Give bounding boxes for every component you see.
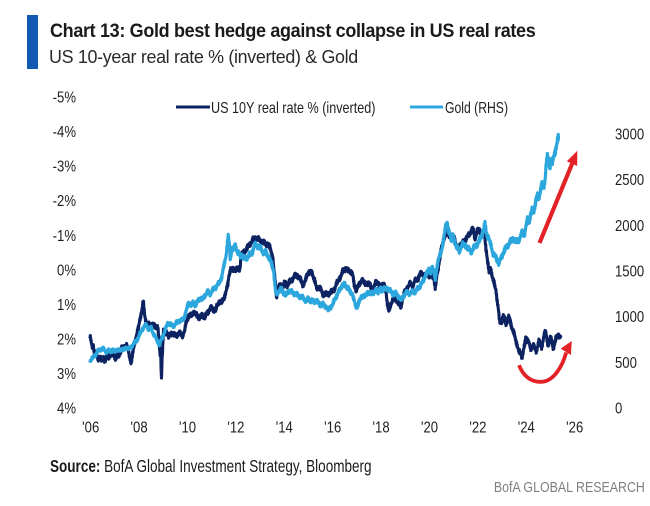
svg-text:4%: 4% [57,401,76,418]
svg-text:0: 0 [615,400,622,417]
svg-text:500: 500 [615,355,637,372]
svg-text:'12: '12 [227,420,244,437]
svg-text:-5%: -5% [53,89,76,106]
svg-text:3000: 3000 [615,126,644,143]
svg-text:'16: '16 [324,420,341,437]
svg-text:-2%: -2% [53,193,76,210]
svg-text:'20: '20 [421,420,438,437]
svg-text:'06: '06 [82,420,99,437]
svg-text:'24: '24 [518,420,535,437]
svg-text:'10: '10 [179,420,196,437]
svg-text:-3%: -3% [53,158,76,175]
svg-text:-4%: -4% [53,124,76,141]
svg-text:'22: '22 [469,420,486,437]
svg-text:3%: 3% [57,366,76,383]
svg-text:'08: '08 [131,420,148,437]
svg-text:'18: '18 [373,420,390,437]
svg-text:1500: 1500 [615,263,644,280]
svg-text:1%: 1% [57,297,76,314]
svg-text:0%: 0% [57,262,76,279]
svg-text:'26: '26 [566,420,583,437]
svg-text:2500: 2500 [615,172,644,189]
svg-text:2000: 2000 [615,218,644,235]
svg-text:'14: '14 [276,420,293,437]
svg-text:-1%: -1% [53,228,76,245]
svg-text:2%: 2% [57,331,76,348]
svg-text:1000: 1000 [615,309,644,326]
